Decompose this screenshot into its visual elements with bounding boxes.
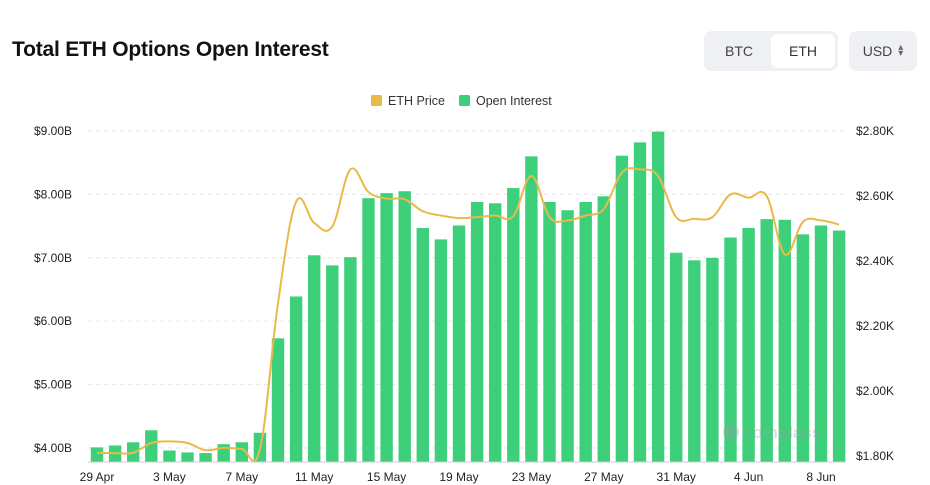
watermark-logo-icon [723,424,739,440]
x-tick-label: 8 Jun [806,470,835,484]
bar [688,260,701,462]
bar [760,219,773,462]
bar [633,142,647,463]
bar [814,225,828,462]
bar [289,296,303,462]
x-tick-label: 23 May [512,470,551,484]
y-right-tick-label: $2.20K [856,319,894,333]
x-tick-label: 15 May [367,470,406,484]
bar [579,202,592,462]
y-left-tick-label: $9.00B [34,124,72,138]
bar [615,155,629,462]
x-tick-label: 31 May [657,470,696,484]
bar [489,203,502,462]
bar [217,444,230,462]
bar [706,257,719,462]
bar [145,430,158,462]
currency-select[interactable]: USD ▴ ▾ [849,31,917,71]
x-tick-label: 27 May [584,470,623,484]
x-tick-label: 4 Jun [734,470,763,484]
bar [416,228,429,462]
bar [163,450,176,462]
currency-value: USD [862,43,893,59]
bar [181,452,194,462]
bar [398,191,411,463]
y-right-tick-label: $2.80K [856,124,894,138]
asset-toggle: BTC ETH [704,31,838,71]
bar [235,442,248,462]
bar [651,131,665,462]
bar [362,198,375,463]
bar [832,230,846,462]
bar [434,239,448,462]
y-left-tick-label: $4.00B [34,441,72,455]
watermark-text: coinglass [743,423,821,442]
y-right-tick-label: $2.40K [856,254,894,268]
y-right-tick-label: $2.00K [856,384,894,398]
x-tick-label: 29 Apr [80,470,115,484]
legend-label: ETH Price [388,94,445,108]
bar [543,202,556,462]
bar [271,338,285,462]
bar [525,156,538,463]
bar [452,225,466,462]
bar [326,265,339,462]
legend-swatch [371,95,382,106]
eth-price-line [96,167,840,462]
x-tick-label: 7 May [225,470,258,484]
page-title: Total ETH Options Open Interest [12,38,329,61]
x-tick-label: 19 May [439,470,478,484]
bar [90,447,104,462]
y-left-tick-label: $5.00B [34,378,72,392]
watermark: coinglass [723,423,821,442]
bar [724,237,737,462]
bar [507,188,520,462]
bar [742,228,755,462]
bar [199,453,212,462]
bar [308,255,321,462]
bar [796,234,810,462]
y-left-tick-label: $6.00B [34,314,72,328]
tab-eth[interactable]: ETH [771,34,835,68]
tab-btc[interactable]: BTC [725,43,753,59]
y-left-tick-label: $7.00B [34,251,72,265]
y-left-tick-label: $8.00B [34,187,72,201]
x-tick-label: 11 May [295,470,333,484]
legend-swatch [459,95,470,106]
bar [561,210,574,462]
legend-label: Open Interest [476,94,552,108]
y-right-tick-label: $1.80K [856,449,894,463]
chevron-updown-icon: ▴ ▾ [898,42,904,59]
bar [670,252,683,462]
bar [778,219,791,462]
x-tick-label: 3 May [153,470,186,484]
bar [470,202,484,462]
y-right-tick-label: $2.60K [856,189,894,203]
bar [344,257,357,462]
bar [597,196,610,462]
bar [380,193,393,462]
